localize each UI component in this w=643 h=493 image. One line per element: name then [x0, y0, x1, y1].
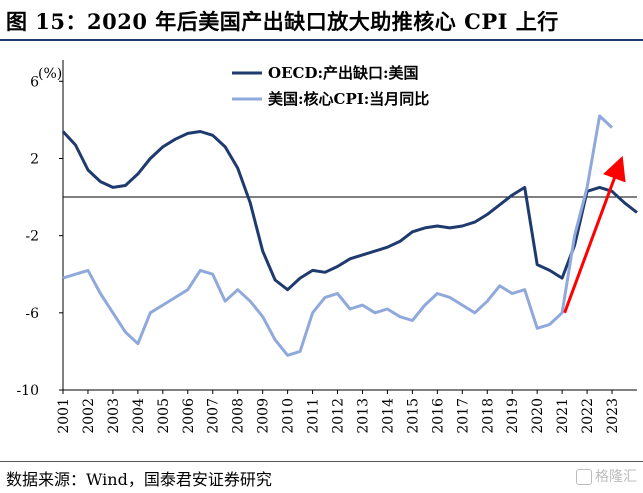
series-line-core-cpi: [62, 114, 614, 357]
x-tick-label: 2013: [355, 398, 371, 434]
y-tick-label: -6: [25, 306, 39, 322]
axes-layer: 6 2 -2 -6 -10 2001 2002 2003 2004 2005 2006 2007 200…: [16, 60, 637, 434]
x-tick-label: 2004: [131, 398, 147, 434]
footer-divider: [0, 461, 643, 462]
series-layer: [61, 114, 638, 357]
x-tick-label: 2006: [181, 398, 197, 434]
x-tick-label: 2022: [580, 398, 596, 434]
x-tick-label: 2011: [306, 398, 322, 434]
title-divider: [0, 39, 643, 41]
y-tick-label: -10: [16, 383, 39, 399]
figure-title: 图 15：2020 年后美国产出缺口放大助推核心 CPI 上行: [6, 9, 559, 34]
x-tick-label: 2020: [530, 398, 546, 434]
x-tick-label: 2017: [455, 398, 471, 434]
x-tick-label: 2009: [256, 398, 272, 434]
legend-label-core-cpi: 美国:核心CPI:当月同比: [268, 90, 429, 108]
y-tick-label: 6: [30, 74, 39, 90]
source-note: 数据来源：Wind，国泰君安证券研究: [6, 470, 272, 489]
x-tick-label: 2019: [505, 398, 521, 434]
x-tick-label: 2021: [555, 398, 571, 434]
line-chart: 6 2 -2 -6 -10 2001 2002 2003 2004 2005 2006 2007 200…: [16, 60, 638, 434]
x-tick-label: 2018: [480, 398, 496, 434]
legend-label-output-gap: OECD:产出缺口:美国: [268, 64, 419, 82]
x-tick-label: 2014: [380, 398, 396, 434]
watermark-logo-icon: [576, 469, 592, 485]
y-axis-unit-label: (%): [38, 66, 62, 82]
trend-arrow: [563, 155, 626, 314]
watermark: 格隆汇: [576, 466, 637, 486]
x-tick-label: 2007: [206, 398, 222, 434]
y-tick-label: -2: [25, 229, 39, 245]
x-tick-label: 2012: [331, 398, 347, 434]
x-tick-label: 2001: [56, 398, 72, 434]
x-tick-label: 2016: [430, 398, 446, 434]
watermark-text: 格隆汇: [595, 469, 637, 485]
x-tick-label: 2005: [156, 398, 172, 434]
x-tick-label: 2008: [231, 398, 247, 434]
y-tick-label: 2: [30, 151, 39, 167]
series-line-output-gap: [61, 130, 638, 292]
x-tick-label: 2023: [605, 398, 621, 434]
x-tick-label: 2002: [81, 398, 97, 434]
x-tick-label: 2003: [106, 398, 122, 434]
x-tick-label: 2010: [281, 398, 297, 434]
x-tick-label: 2015: [405, 398, 421, 434]
